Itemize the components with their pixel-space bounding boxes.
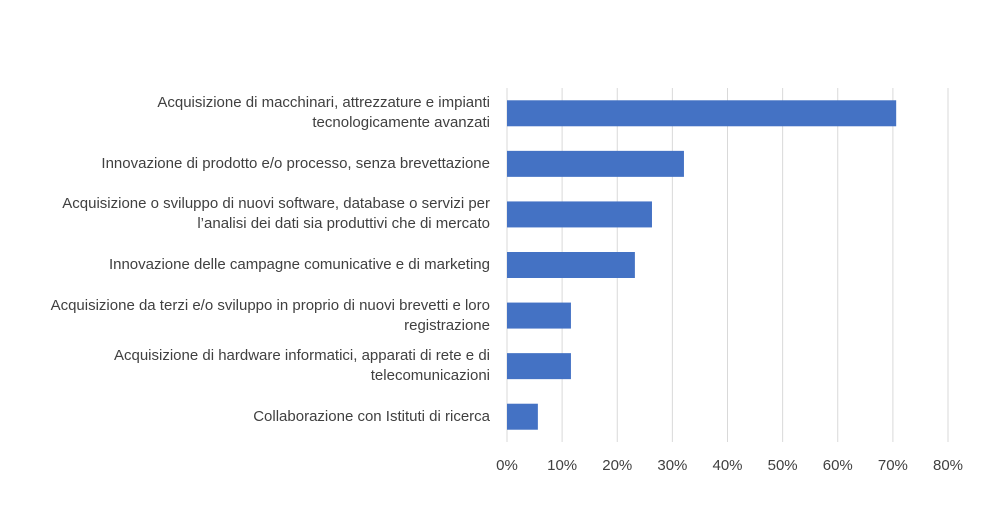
y-tick-label: Acquisizione di macchinari, attrezzature… (157, 94, 490, 132)
bar (507, 100, 897, 127)
bar (507, 403, 538, 430)
x-tick-label: 10% (547, 457, 577, 474)
y-tick-label: Collaborazione con Istituti di ricerca (253, 407, 490, 425)
bar (507, 201, 652, 228)
y-tick-label: Innovazione di prodotto e/o processo, se… (101, 154, 490, 172)
x-tick-label: 70% (878, 457, 908, 474)
x-tick-label: 60% (823, 457, 853, 474)
bar (507, 150, 684, 177)
x-tick-label: 40% (712, 457, 742, 474)
y-tick-label: Acquisizione o sviluppo di nuovi softwar… (62, 195, 490, 233)
x-tick-label: 30% (657, 457, 687, 474)
bar (507, 302, 571, 329)
x-tick-label: 80% (933, 457, 963, 474)
bar (507, 252, 635, 278)
x-tick-label: 0% (496, 457, 518, 474)
x-tick-label: 50% (768, 457, 798, 474)
x-tick-label: 20% (602, 457, 632, 474)
y-tick-label: Acquisizione di hardware informatici, ap… (113, 347, 490, 385)
bar (507, 353, 571, 380)
y-tick-label: Acquisizione da terzi e/o sviluppo in pr… (50, 296, 490, 334)
y-tick-label: Innovazione delle campagne comunicative … (108, 256, 490, 273)
